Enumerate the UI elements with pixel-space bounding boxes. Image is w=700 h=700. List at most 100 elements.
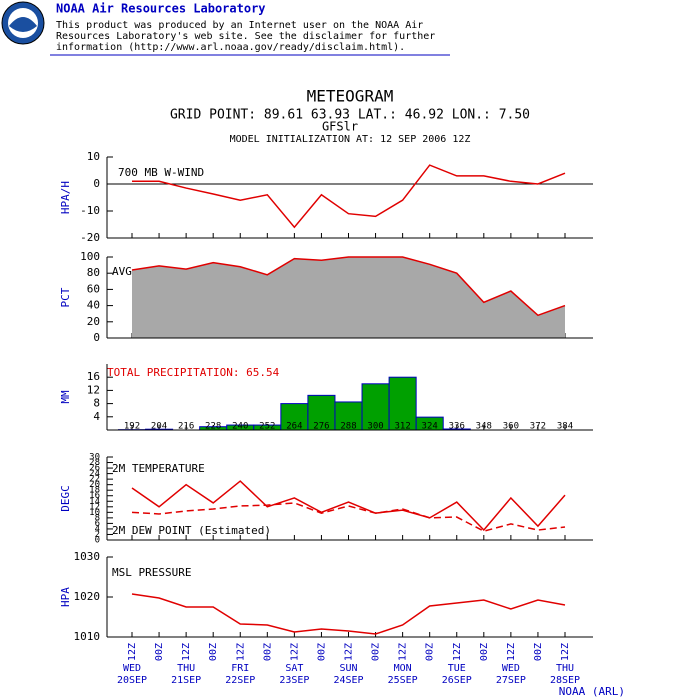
time-label: 00Z [533,643,544,661]
date-label: 22SEP [225,675,255,686]
precip-total: TOTAL PRECIPITATION: 65.54 [107,366,280,379]
y-tick-label: 2 [95,530,100,540]
y-tick-label: 20 [87,315,100,328]
y-tick-label: 0 [93,177,100,190]
y-tick-label: 8 [95,513,100,523]
date-label: 25SEP [388,675,418,686]
series-line [131,593,566,635]
date-label: 26SEP [442,675,472,686]
y-tick-label: 20 [89,480,100,490]
y-tick-label: 1030 [74,550,101,563]
hour-label: 372 [530,422,546,432]
y-tick-label: 12 [89,502,100,512]
time-label: 00Z [479,643,490,661]
time-label: 00Z [316,643,327,661]
date-label: 20SEP [117,675,147,686]
date-label: 21SEP [171,675,201,686]
y-tick-label: 6 [95,519,100,529]
noaa-logo [1,1,45,45]
time-label: 12Z [181,643,192,661]
series-label: MSL PRESSURE [112,566,191,579]
time-label: 12Z [235,643,246,661]
time-label: 12Z [344,643,355,661]
chart-title: METEOGRAM [307,87,394,106]
org-name: NOAA Air Resources Laboratory [56,2,266,16]
footer: NOAA (ARL) [559,685,625,698]
hour-label: 384 [557,422,573,432]
day-label: THU [177,663,195,674]
hour-label: 252 [259,422,275,432]
time-label: 12Z [398,643,409,661]
hour-label: 360 [503,422,519,432]
y-tick-label: 28 [89,458,100,468]
y-axis-label: DEGC [59,485,72,512]
y-tick-label: 1010 [74,630,101,643]
day-label: SUN [339,663,357,674]
hour-label: 312 [394,422,410,432]
y-tick-label: 14 [89,497,100,507]
hour-label: 240 [232,422,248,432]
hour-label: 216 [178,422,194,432]
model-name: GFSlr [322,120,358,134]
time-label: 12Z [289,643,300,661]
time-label: 12Z [127,643,138,661]
series-line [131,480,566,532]
y-axis-label: HPA/H [59,181,72,214]
y-tick-label: 60 [87,282,100,295]
hour-label: 192 [124,422,140,432]
y-tick-label: 10 [89,508,100,518]
y-tick-label: 30 [89,453,100,463]
disclaimer-line: This product was produced by an Internet… [56,20,423,31]
y-tick-label: -10 [80,204,100,217]
time-label: 12Z [506,643,517,661]
time-label: 00Z [371,643,382,661]
day-label: MON [394,663,412,674]
date-label: 27SEP [496,675,526,686]
y-tick-label: 10 [87,150,100,163]
date-label: 28SEP [550,675,580,686]
date-label: 23SEP [279,675,309,686]
hour-label: 300 [367,422,383,432]
day-label: THU [556,663,574,674]
y-tick-label: 16 [87,370,100,383]
time-label: 00Z [425,643,436,661]
disclaimer-line: information (http://www.arl.noaa.gov/rea… [56,42,405,53]
day-label: WED [502,663,520,674]
y-tick-label: 18 [89,486,100,496]
series-line [131,502,566,532]
day-label: FRI [231,663,249,674]
hour-label: 288 [340,422,356,432]
y-tick-label: 0 [95,536,100,546]
time-label: 12Z [452,643,463,661]
y-axis-label: HPA [59,587,72,607]
y-axis-label: PCT [59,287,72,307]
series-line [132,164,566,229]
y-tick-label: 1020 [74,590,101,603]
day-label: WED [123,663,141,674]
time-label: 00Z [208,643,219,661]
hour-label: 264 [286,422,302,432]
y-tick-label: 16 [89,491,100,501]
bar [361,383,390,431]
day-label: TUE [448,663,466,674]
hour-label: 324 [422,422,438,432]
time-label: 00Z [154,643,165,661]
y-tick-label: 80 [87,266,100,279]
hour-label: 348 [476,422,492,432]
time-label: 00Z [262,643,273,661]
y-tick-label: 8 [93,397,100,410]
bar [388,376,417,431]
series-label: 700 MB W-WIND [118,166,204,179]
hour-label: 336 [449,422,465,432]
y-tick-label: 12 [87,383,100,396]
series-label: 2M TEMPERATURE [112,462,205,475]
date-label: 24SEP [333,675,363,686]
series-label: AVG [112,265,132,278]
y-tick-label: 26 [89,464,100,474]
hour-label: 276 [313,422,329,432]
series-label: 2M DEW POINT (Estimated) [112,524,271,537]
y-tick-label: 24 [89,469,100,479]
hour-label: 228 [205,422,221,432]
cloud-area [132,257,565,338]
